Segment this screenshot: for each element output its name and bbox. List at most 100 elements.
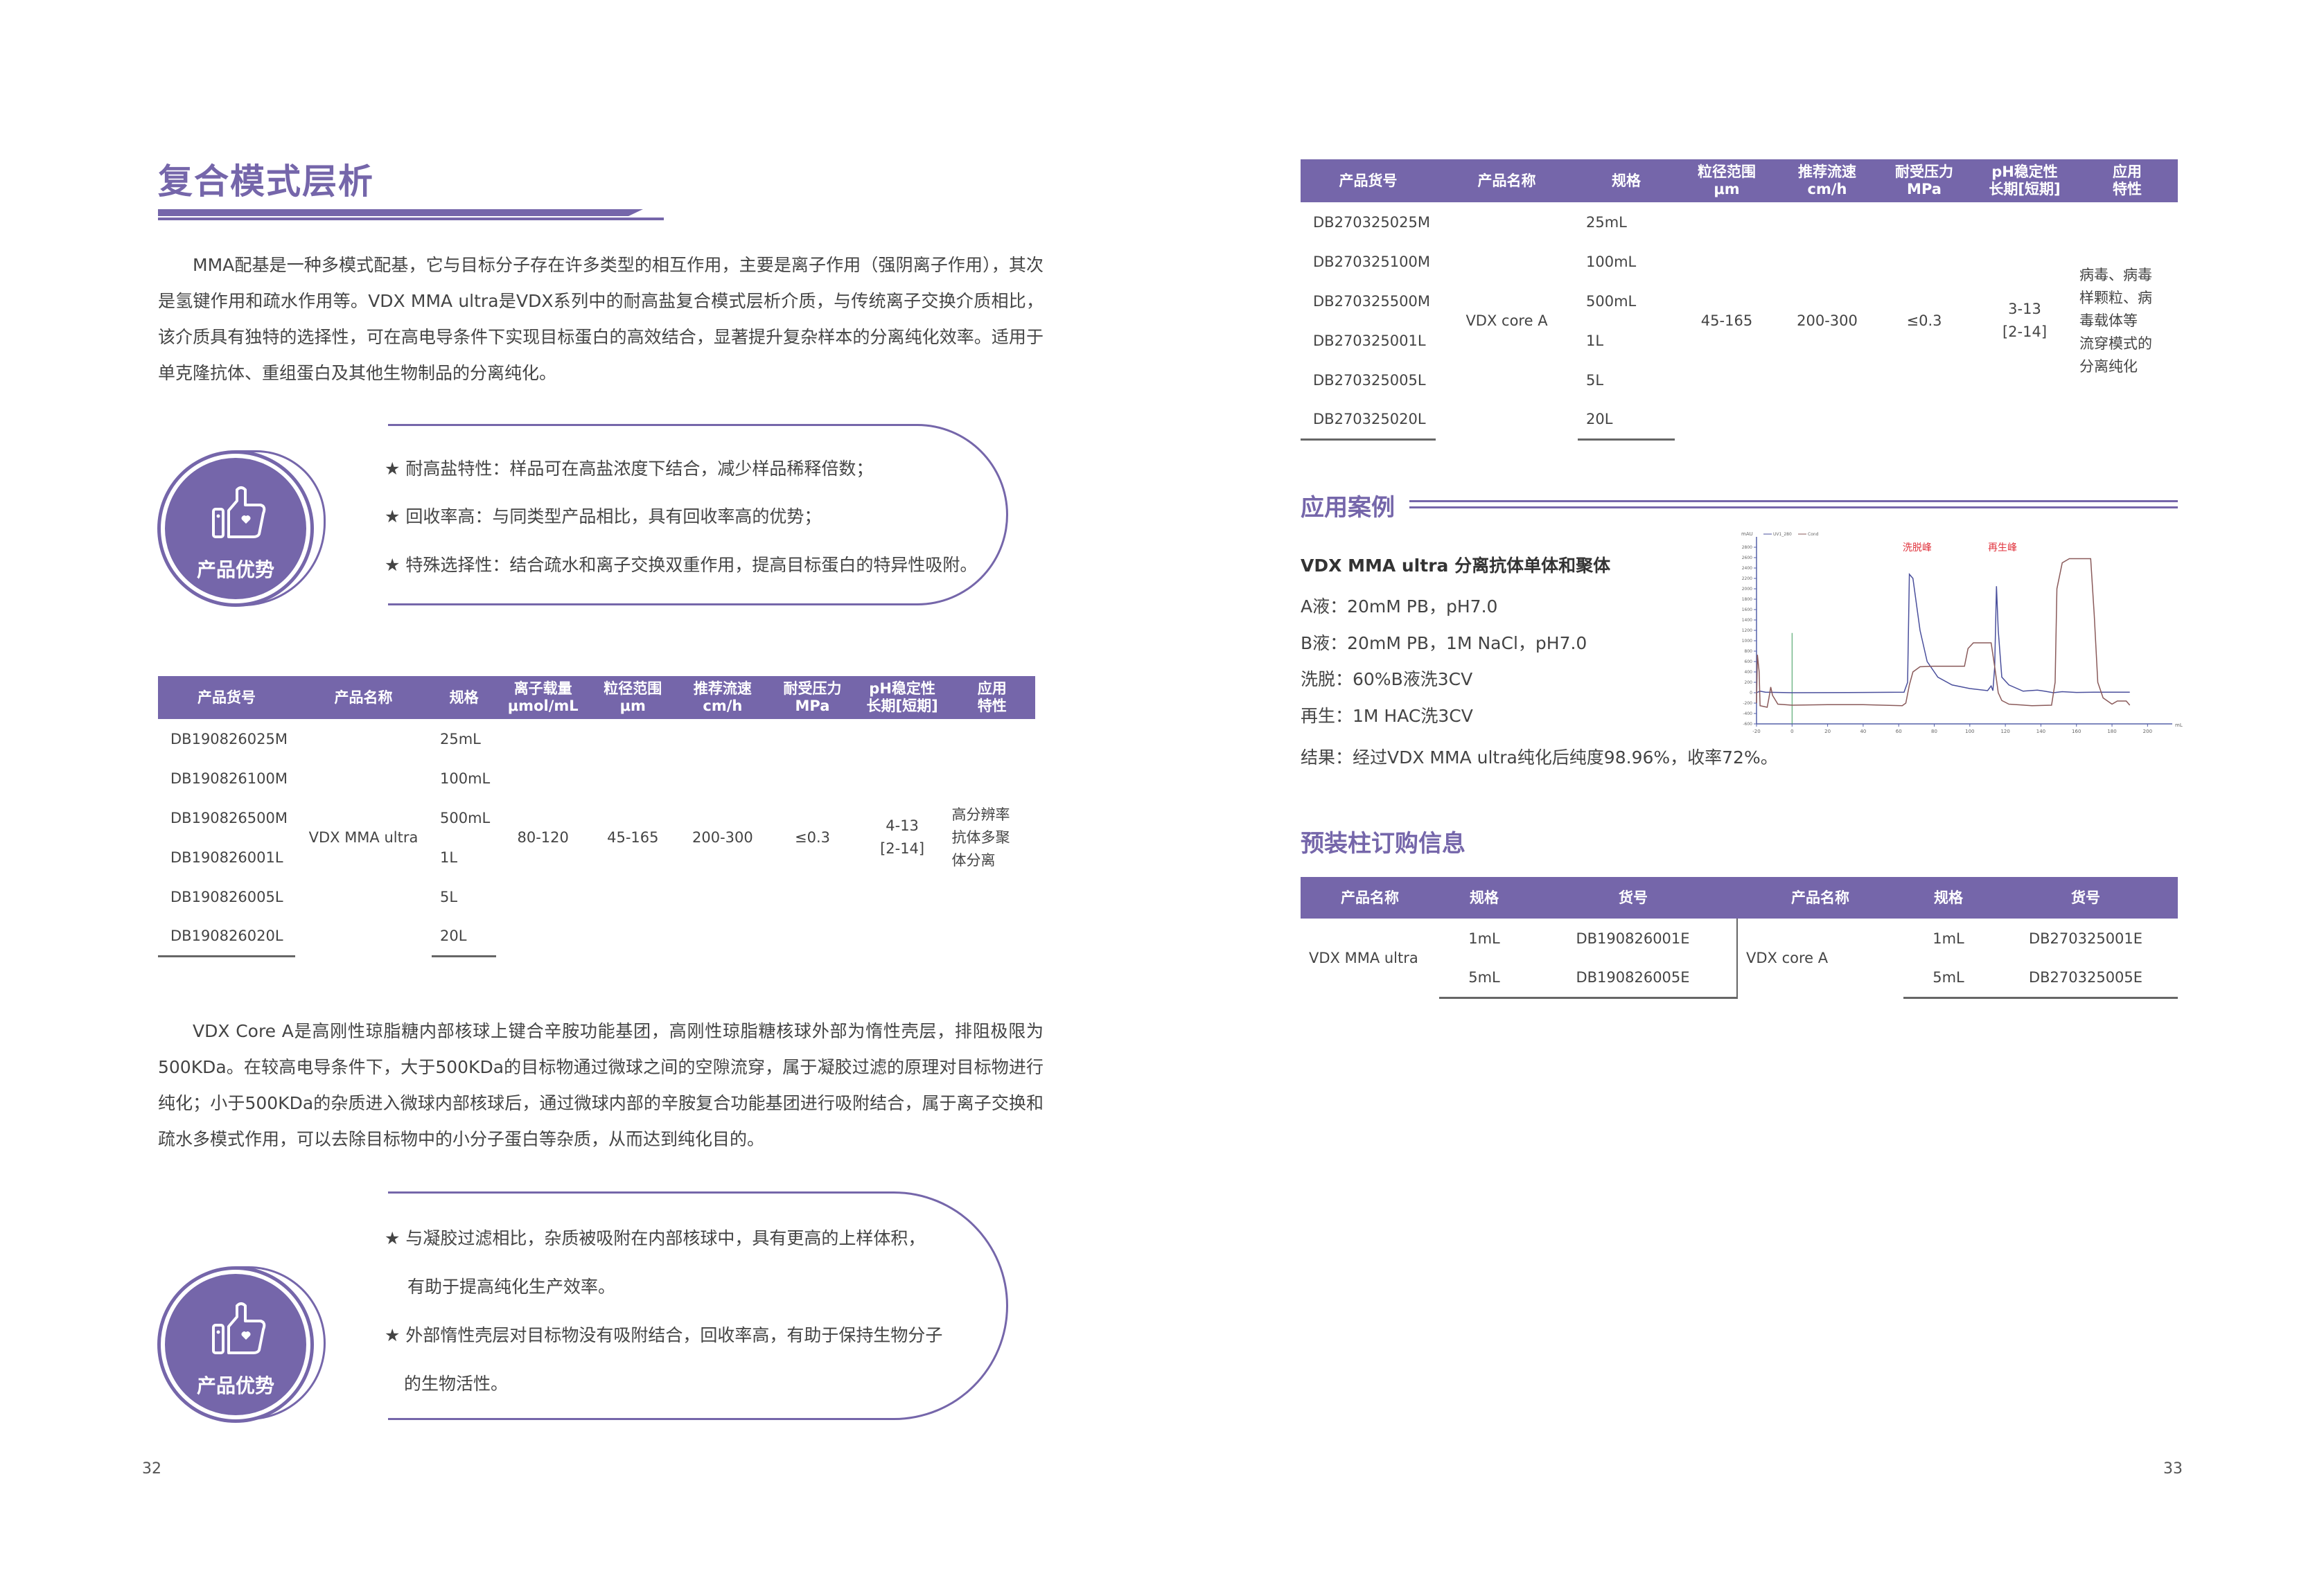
product-code-cell: DB190826001L (170, 849, 283, 866)
column-header: 粒径范围 μm (1675, 159, 1779, 202)
product-name-cell: VDX MMA ultra (1309, 950, 1418, 966)
order-code-cell: DB190826005E (1529, 958, 1737, 999)
order-heading: 预装柱订购信息 (1301, 830, 1465, 858)
intro-text: MMA配基是一种多模式配基，它与目标分子存在许多类型的相互作用，主要是离子作用（… (158, 255, 1044, 383)
badge-label: 产品优势 (196, 1374, 274, 1397)
y-tick-label: 2600 (1742, 556, 1752, 560)
size-cell: 5mL (1439, 958, 1529, 999)
advantage-item: ★ 与凝胶过滤相比，杂质被吸附在内部核球中，具有更高的上样体积， (385, 1228, 926, 1248)
column-header: 产品货号 (158, 676, 295, 719)
y-tick-label: -400 (1743, 711, 1752, 716)
thumbs-up-icon (212, 486, 266, 538)
case-line: B液：20mM PB，1M NaCl，pH7.0 (1301, 632, 1587, 653)
order-info-table: 产品名称 规格 货号 产品名称 规格 货号 VDX MMA ultra 1mL DB190826… (1301, 877, 2178, 999)
product-code-cell: DB190826500M (170, 809, 288, 826)
table-row: DB270325001L 1L (1301, 321, 2178, 360)
table-row: DB190826100M 100mL (158, 759, 1035, 798)
y-tick-label: 2000 (1742, 587, 1752, 592)
table-row: DB270325500M 500mL (1301, 281, 2178, 321)
x-tick-label: 100 (1965, 729, 1974, 734)
y-tick-label: 200 (1745, 680, 1753, 685)
spec-cell: 45-165 (1700, 312, 1753, 329)
spec-cell: 高分辨率 抗体多聚 体分离 (951, 806, 1010, 869)
size-cell: 25mL (439, 730, 481, 747)
x-tick-label: 60 (1896, 729, 1902, 734)
y-tick-label: 400 (1745, 670, 1753, 675)
spec-cell: 200-300 (692, 828, 753, 846)
table-row: DB270325100M 100mL (1301, 242, 2178, 281)
page-number-left: 32 (142, 1460, 161, 1478)
product-name-cell: VDX core A (1736, 919, 1903, 998)
size-cell: 1mL (1468, 930, 1500, 947)
column-header: 推荐流速 cm/h (676, 676, 770, 719)
peak-annotation: 洗脱峰 (1903, 542, 1932, 553)
x-tick-label: 180 (2107, 729, 2116, 734)
table-header-row: 产品货号 产品名称 规格 粒径范围 μm 推荐流速 cm/h 耐受压力 MPa pH稳定性 … (1301, 159, 2178, 202)
order-code-cell: DB190826001E (1576, 930, 1690, 947)
product-code-cell: DB190826025M (170, 730, 288, 747)
title-underline-thick (158, 209, 643, 216)
product-code-cell: DB270325500M (1313, 292, 1430, 310)
chromatogram-chart: -600-400-2000200400600800100012001400160… (1741, 531, 2183, 734)
advantages-frame (388, 424, 1008, 605)
order-code-cell: DB270325001E (2028, 930, 2143, 947)
table-row: DB190826001L 1L (158, 837, 1035, 877)
advantages-frame (388, 1191, 1008, 1420)
page-title: 复合模式层析 (158, 161, 374, 202)
table-row: DB270325025M VDX core A 25mL 45-165 200-300 ≤… (1301, 202, 2178, 375)
series-line-cond (1756, 558, 2131, 708)
table-row: 5mL DB190826005E 5mL DB270325005E (1301, 958, 2178, 999)
intro-paragraph: MMA配基是一种多模式配基，它与目标分子存在许多类型的相互作用，主要是离子作用（… (158, 247, 1044, 391)
column-header: 货号 (1993, 877, 2178, 919)
column-header: 应用 特性 (2077, 159, 2178, 202)
case-title: VDX MMA ultra 分离抗体单体和聚体 (1301, 556, 1611, 576)
product-code-cell: DB190826020L (158, 916, 295, 957)
legend-label: Cond (1808, 532, 1819, 537)
case-heading-rule (1409, 500, 2178, 502)
size-cell: 5L (439, 888, 458, 905)
series-line-uv1_280 (1756, 573, 2130, 693)
column-header: 产品名称 (1737, 877, 1903, 919)
column-header: pH稳定性 长期[短期] (1973, 159, 2077, 202)
y-tick-label: 1400 (1742, 618, 1752, 623)
table-row: DB190826025M VDX MMA ultra 25mL 80-120 45-16… (158, 719, 1035, 869)
case-line: 洗脱：60%B液洗3CV (1301, 669, 1473, 689)
case-conditions: A液：20mM PB，pH7.0 B液：20mM PB，1M NaCl，pH7.… (1301, 589, 1587, 734)
column-header: 耐受压力 MPa (769, 676, 856, 719)
size-cell: 500mL (439, 809, 491, 826)
spec-cell: ≤0.3 (794, 828, 830, 846)
column-header: 产品名称 (294, 676, 432, 719)
column-header: 产品名称 (1436, 159, 1578, 202)
table-row: DB190826005L 5L (158, 877, 1035, 916)
x-tick-label: 0 (1790, 729, 1793, 734)
column-header: 粒径范围 μm (590, 676, 676, 719)
spec-cell: 4-13 [2-14] (880, 817, 925, 857)
size-cell: 25mL (1586, 213, 1627, 231)
x-tick-label: 80 (1931, 729, 1937, 734)
y-tick-label: -200 (1743, 701, 1752, 706)
y-tick-label: 1200 (1742, 628, 1752, 633)
case-line: A液：20mM PB，pH7.0 (1301, 596, 1498, 617)
y-tick-label: 600 (1745, 659, 1753, 664)
product-code-cell: DB270325025M (1313, 213, 1430, 231)
size-cell: 100mL (439, 770, 491, 787)
legend-label: UV1_280 (1773, 532, 1792, 537)
case-heading-rule (1409, 506, 2178, 508)
product-code-cell: DB270325020L (1301, 400, 1436, 441)
y-tick-label: 1600 (1742, 608, 1752, 612)
column-header: 产品名称 (1301, 877, 1439, 919)
product-spec-table-mma: 产品货号 产品名称 规格 离子载量 μmol/mL 粒径范围 μm 推荐流速 cm/h 耐受… (158, 676, 1035, 957)
spec-cell: 80-120 (517, 828, 569, 846)
y-axis-label: mAU (1741, 531, 1753, 537)
thumbs-up-icon (212, 1302, 266, 1354)
advantage-item: 有助于提高纯化生产效率。 (407, 1277, 616, 1297)
size-cell: 20L (431, 916, 497, 957)
x-tick-label: 200 (2143, 729, 2152, 734)
size-cell: 20L (1578, 400, 1675, 441)
core-a-text: VDX Core A是高刚性琼脂糖内部核球上键合辛胺功能基团，高刚性琼脂糖核球外… (158, 1021, 1044, 1149)
x-tick-label: -20 (1752, 729, 1760, 734)
order-code-cell: DB270325005E (1993, 958, 2178, 999)
y-tick-label: -600 (1743, 722, 1752, 727)
x-axis-label: mL (2175, 722, 2183, 728)
column-header: pH稳定性 长期[短期] (855, 676, 949, 719)
